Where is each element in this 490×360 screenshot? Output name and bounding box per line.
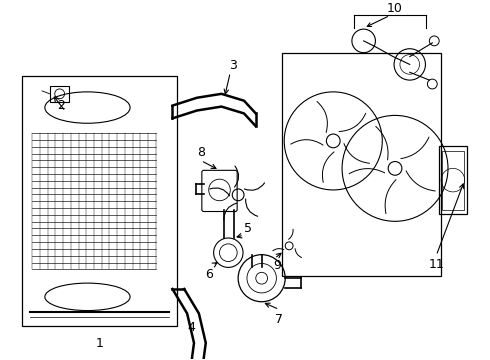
Text: 6: 6 [205, 268, 213, 281]
Bar [439, 146, 466, 215]
Text: 11: 11 [428, 258, 444, 271]
FancyArrowPatch shape [406, 171, 435, 191]
Bar [442, 151, 464, 210]
Text: 5: 5 [244, 222, 252, 235]
FancyArrowPatch shape [344, 144, 369, 163]
Bar [282, 53, 441, 276]
Text: 10: 10 [387, 2, 403, 15]
FancyArrowPatch shape [317, 102, 327, 132]
Circle shape [326, 134, 340, 148]
FancyArrowPatch shape [245, 183, 265, 190]
Circle shape [388, 162, 402, 175]
FancyArrowPatch shape [376, 126, 388, 160]
Text: 4: 4 [187, 321, 195, 334]
FancyArrowPatch shape [295, 249, 301, 257]
FancyArrowPatch shape [339, 113, 366, 131]
Text: 2: 2 [57, 99, 65, 112]
FancyArrowPatch shape [401, 137, 429, 159]
Text: 8: 8 [197, 146, 205, 159]
FancyArrowPatch shape [273, 249, 284, 251]
Bar [50, 86, 70, 102]
FancyArrowPatch shape [349, 168, 385, 174]
FancyArrowPatch shape [289, 229, 293, 239]
Text: 1: 1 [96, 337, 104, 350]
FancyArrowPatch shape [291, 140, 323, 145]
Bar [23, 76, 177, 326]
FancyArrowPatch shape [245, 199, 258, 216]
Circle shape [285, 242, 293, 250]
Circle shape [232, 189, 244, 201]
Text: 3: 3 [229, 59, 237, 72]
FancyArrowPatch shape [210, 188, 230, 196]
FancyArrowPatch shape [224, 203, 237, 220]
FancyArrowPatch shape [385, 180, 396, 213]
FancyArrowPatch shape [322, 152, 334, 182]
Text: 7: 7 [275, 313, 283, 326]
Text: 9: 9 [273, 259, 281, 272]
FancyArrowPatch shape [235, 166, 239, 187]
